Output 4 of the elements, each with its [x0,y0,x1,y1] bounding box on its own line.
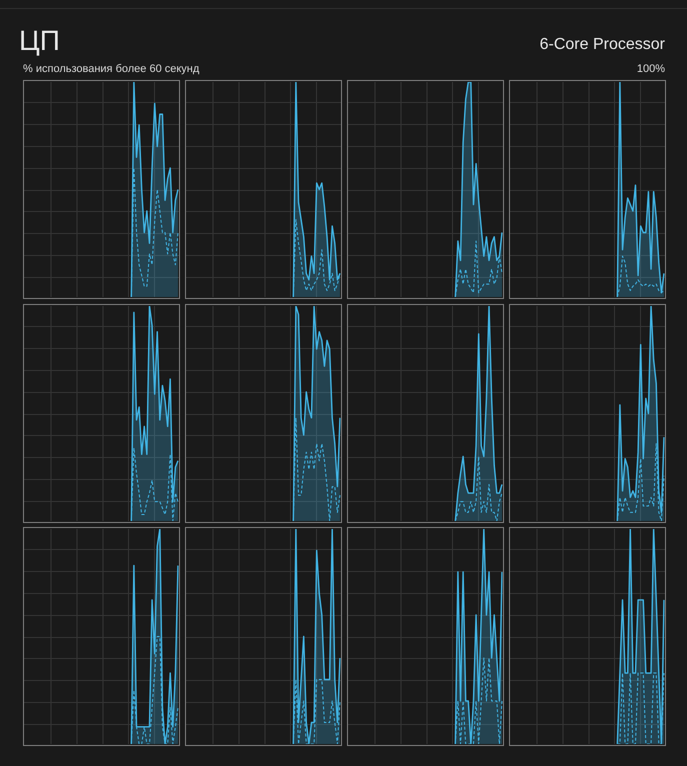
chart-subtitle: % использования более 60 секунд [23,63,200,76]
text: 100% [636,63,665,76]
chart-title: ЦП [19,25,60,57]
text: 6-Core Processor [540,35,665,54]
